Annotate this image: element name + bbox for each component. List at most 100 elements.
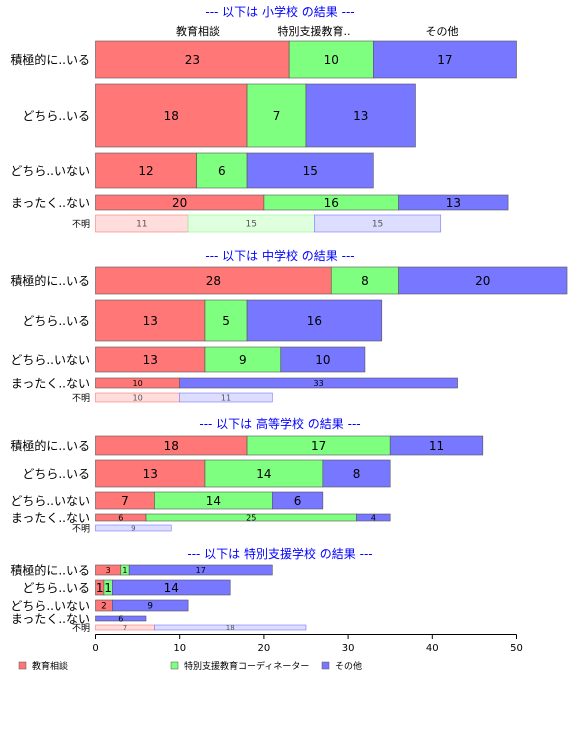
group-title: --- 以下は 高等学校 の結果 ---	[199, 416, 360, 431]
legend-swatch	[170, 661, 179, 670]
bar-value-label: 8	[353, 467, 361, 481]
bar-value-label: 16	[307, 314, 322, 328]
bar-value-label: 5	[222, 314, 230, 328]
row-label: どちら..いる	[22, 467, 90, 481]
bar-value-label: 13	[143, 467, 158, 481]
bar-value-label: 9	[131, 525, 135, 533]
bar-value-label: 10	[133, 379, 143, 388]
legend-label: 教育相談	[32, 660, 68, 672]
x-tick-label: 40	[426, 643, 439, 654]
bar-segment	[112, 579, 231, 596]
group-title: --- 以下は 特別支援学校 の結果 ---	[187, 546, 372, 561]
bar-value-label: 12	[138, 164, 153, 178]
bar-value-label: 13	[143, 353, 158, 367]
bar-segment	[356, 513, 391, 522]
bar-value-label: 18	[164, 439, 179, 453]
row-label: どちら..いない	[10, 164, 90, 178]
bar-value-label: 15	[372, 220, 383, 230]
group-title: --- 以下は 小学校 の結果 ---	[205, 4, 354, 19]
row-label: 積極的に..いる	[10, 52, 90, 67]
bar-value-label: 9	[147, 602, 153, 612]
row-label: 不明	[72, 219, 90, 230]
bar-value-label: 11	[221, 392, 231, 402]
bar-segment	[322, 459, 391, 488]
bar-segment	[95, 83, 248, 148]
row-label: まったく..ない	[11, 511, 90, 525]
bar-segment	[95, 615, 147, 622]
x-tick-label: 10	[173, 643, 186, 654]
row-label: 積極的に..いる	[10, 563, 90, 578]
bar-value-label: 13	[446, 196, 461, 210]
bar-value-label: 17	[311, 439, 326, 453]
row-label: 不明	[72, 523, 90, 534]
bar-value-label: 6	[118, 513, 123, 522]
legend-swatch	[18, 661, 27, 670]
row-label: 不明	[72, 623, 90, 634]
bar-value-label: 20	[475, 274, 490, 288]
bar-segment	[204, 346, 282, 373]
bar-value-label: 1	[104, 581, 112, 595]
bar-value-label: 15	[246, 220, 257, 230]
row-label: どちら..いない	[10, 353, 90, 367]
bar-segment	[398, 266, 568, 295]
bar-value-label: 6	[118, 614, 123, 623]
row-label: まったく..ない	[11, 196, 90, 210]
bar-value-label: 13	[143, 314, 158, 328]
bar-value-label: 6	[218, 164, 226, 178]
bar-value-label: 15	[303, 164, 318, 178]
group-title: --- 以下は 中学校 の結果 ---	[205, 248, 354, 263]
bar-segment	[128, 564, 273, 576]
x-tick-label: 50	[510, 643, 523, 654]
legend-label: 特別支援教育コーディネーター	[184, 660, 309, 672]
bar-value-label: 2	[101, 602, 107, 612]
bar-value-label: 17	[437, 53, 452, 67]
bar-segment	[95, 459, 206, 488]
bar-segment	[95, 266, 332, 295]
bar-value-label: 17	[196, 566, 206, 575]
bar-segment	[95, 524, 172, 532]
bar-value-label: 8	[361, 274, 369, 288]
legend-swatch	[321, 661, 330, 670]
bar-value-label: 11	[136, 220, 147, 230]
bar-segment	[246, 152, 374, 189]
bar-value-label: 23	[185, 53, 200, 67]
bar-segment	[389, 435, 484, 456]
row-label: どちら..いる	[22, 581, 90, 595]
row-label: まったく..ない	[11, 377, 90, 391]
bar-segment	[154, 624, 307, 631]
bar-segment	[288, 40, 374, 79]
bar-value-label: 28	[206, 274, 221, 288]
bar-segment	[204, 299, 248, 342]
row-label: どちら..いない	[10, 494, 90, 508]
bar-segment	[95, 40, 290, 79]
bar-segment	[272, 491, 324, 510]
bar-value-label: 16	[324, 196, 339, 210]
bar-segment	[95, 152, 197, 189]
bar-value-label: 20	[172, 196, 187, 210]
bar-value-label: 10	[132, 392, 142, 402]
bar-segment	[112, 599, 189, 612]
row-label: どちら..いない	[10, 599, 90, 613]
row-label: どちら..いる	[22, 314, 90, 328]
bar-value-label: 14	[206, 494, 221, 508]
bar-value-label: 14	[164, 581, 179, 595]
bar-value-label: 1	[96, 581, 104, 595]
bar-value-label: 3	[106, 566, 111, 575]
bar-segment	[179, 377, 458, 389]
legend-label: その他	[335, 660, 362, 672]
bar-segment	[95, 299, 206, 342]
bar-segment	[246, 299, 383, 342]
bar-value-label: 13	[353, 109, 368, 123]
bar-segment	[373, 40, 517, 79]
bar-value-label: 10	[324, 53, 339, 67]
bar-value-label: 18	[226, 624, 235, 632]
x-tick-label: 20	[258, 643, 271, 654]
bar-value-label: 7	[273, 109, 281, 123]
x-tick-label: 30	[342, 643, 355, 654]
bar-segment	[95, 346, 206, 373]
top-legend-label: 特別支援教育..	[278, 24, 351, 38]
bar-value-label: 14	[256, 467, 271, 481]
bar-value-label: 9	[239, 353, 247, 367]
bar-segment	[398, 194, 509, 211]
bar-value-label: 7	[123, 624, 127, 632]
